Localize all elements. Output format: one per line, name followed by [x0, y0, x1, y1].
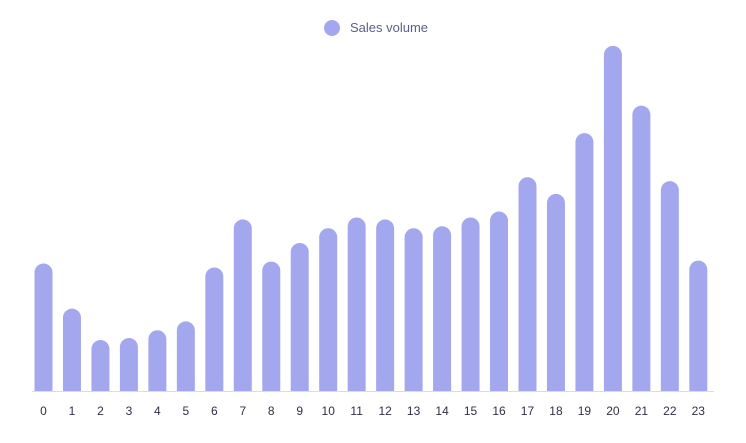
x-tick-label-17: 17	[521, 404, 535, 418]
bar-base-hour-3	[119, 382, 138, 391]
legend-marker-sales-volume	[324, 20, 340, 36]
bar-base-hour-18	[546, 382, 565, 391]
bar-base-hour-21	[632, 382, 651, 391]
bar-hour-0	[34, 263, 53, 391]
bar-hour-18	[546, 193, 565, 391]
bar-hour-16	[490, 211, 509, 391]
bar-base-hour-8	[262, 382, 281, 391]
bar-hour-20	[603, 45, 622, 392]
bar-base-hour-11	[347, 382, 366, 391]
bar-base-hour-20	[603, 382, 622, 391]
bar-base-hour-9	[290, 382, 309, 391]
x-tick-label-8: 8	[268, 404, 275, 418]
x-tick-label-18: 18	[549, 404, 563, 418]
bar-base-hour-16	[490, 382, 509, 391]
bar-base-hour-7	[233, 382, 252, 391]
x-tick-label-9: 9	[296, 404, 303, 418]
x-tick-label-10: 10	[322, 404, 336, 418]
x-tick-label-7: 7	[239, 404, 246, 418]
bar-base-hour-2	[91, 382, 110, 391]
x-tick-label-5: 5	[183, 404, 190, 418]
bar-hour-10	[319, 228, 338, 391]
bar-hour-1	[62, 308, 81, 391]
x-tick-label-19: 19	[578, 404, 592, 418]
x-tick-label-11: 11	[350, 404, 363, 418]
x-tick-label-14: 14	[435, 404, 449, 418]
x-tick-label-23: 23	[692, 404, 706, 418]
x-tick-label-0: 0	[40, 404, 47, 418]
x-tick-label-21: 21	[635, 404, 649, 418]
bar-hour-2	[91, 340, 110, 391]
bar-hour-6	[205, 267, 224, 391]
x-tick-label-3: 3	[126, 404, 133, 418]
x-tick-label-1: 1	[69, 404, 76, 418]
bar-base-hour-1	[62, 382, 81, 391]
x-tick-label-2: 2	[97, 404, 104, 418]
x-tick-label-20: 20	[606, 404, 620, 418]
x-tick-label-22: 22	[663, 404, 677, 418]
x-tick-label-6: 6	[211, 404, 218, 418]
bar-hour-9	[290, 242, 309, 391]
chart-legend: Sales volume	[324, 20, 428, 36]
bar-base-hour-13	[404, 382, 423, 391]
x-tick-label-12: 12	[378, 404, 392, 418]
bar-hour-3	[119, 338, 138, 391]
bar-hour-17	[518, 177, 537, 391]
bar-base-hour-22	[660, 382, 679, 391]
bar-base-hour-10	[319, 382, 338, 391]
bar-hour-7	[233, 219, 252, 391]
bar-base-hour-0	[34, 382, 53, 391]
bar-base-hour-12	[376, 382, 395, 391]
bar-hour-14	[433, 226, 452, 391]
bar-base-hour-15	[461, 382, 480, 391]
x-tick-label-15: 15	[464, 404, 478, 418]
bar-base-hour-19	[575, 382, 594, 391]
bar-hour-12	[376, 219, 395, 391]
bar-base-hour-4	[148, 382, 167, 391]
x-tick-label-13: 13	[407, 404, 421, 418]
bar-hour-22	[660, 181, 679, 391]
x-tick-label-16: 16	[492, 404, 506, 418]
bar-base-hour-5	[176, 382, 195, 391]
bar-base-hour-6	[205, 382, 224, 391]
bar-hour-21	[632, 105, 651, 391]
bar-base-hour-17	[518, 382, 537, 391]
x-tick-label-4: 4	[154, 404, 161, 418]
bar-hour-15	[461, 217, 480, 391]
bar-hour-23	[689, 260, 708, 391]
bar-hour-8	[262, 261, 281, 391]
bar-hour-13	[404, 228, 423, 391]
bar-hour-4	[148, 330, 167, 391]
x-axis-ticks: 0 1 2 3 4 5 6 7 8 9 10 11 12 13 14 15 16 17 18 19 20 21 22 23	[40, 404, 705, 418]
bar-base-hour-23	[689, 382, 708, 391]
bar-hour-11	[347, 217, 366, 391]
bar-hour-19	[575, 133, 594, 392]
bars-layer	[34, 45, 708, 392]
legend-label-sales-volume: Sales volume	[350, 20, 429, 35]
bar-base-hour-14	[433, 382, 452, 391]
bar-hour-5	[176, 321, 195, 391]
